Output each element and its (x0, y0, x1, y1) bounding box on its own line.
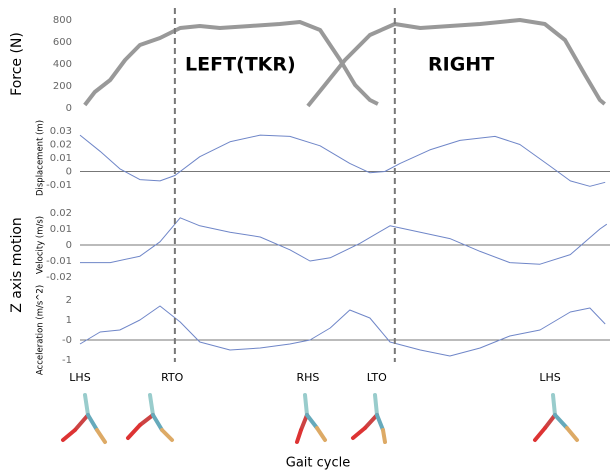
y-tick-label: -0.01 (46, 180, 72, 191)
y-tick-label: 0.02 (50, 208, 72, 219)
y-tick-label: 0 (66, 240, 72, 251)
y-tick-label: 0.01 (50, 224, 72, 235)
data-line (79, 134, 606, 187)
y-tick-label: 200 (53, 81, 72, 92)
x-label: Gait cycle (286, 456, 350, 471)
group-label: Z axis motion (9, 217, 25, 313)
stick-figures (61, 393, 579, 444)
data-line (79, 305, 606, 357)
y-label: Acceleration (m/s^2) (36, 285, 46, 375)
data-line (306, 18, 606, 108)
y-label: Displacement (m) (36, 120, 46, 196)
data-line (80, 217, 608, 265)
y-tick-label: -1 (62, 355, 72, 366)
annotation: LEFT(TKR) (185, 54, 296, 76)
y-tick-label: 0.01 (50, 153, 72, 164)
y-tick-label: 0.03 (50, 126, 72, 137)
event-label: LHS (69, 371, 90, 384)
y-tick-label: -0 (62, 335, 72, 346)
y-tick-label: -0.01 (46, 256, 72, 267)
y-tick-label: -0.02 (46, 272, 72, 283)
event-label: LHS (539, 371, 560, 384)
y-tick-label: 0 (66, 167, 72, 178)
annotation: RIGHT (428, 54, 494, 76)
y-tick-label: 2 (66, 295, 72, 306)
data-line (83, 20, 379, 107)
y-tick-label: 0 (66, 103, 72, 114)
y-tick-label: 0.02 (50, 140, 72, 151)
event-label: RTO (161, 371, 184, 384)
event-label: LTO (367, 371, 387, 384)
y-tick-label: 800 (53, 15, 72, 26)
y-label: Velocity (m/s) (36, 216, 46, 274)
y-label: Force (N) (9, 32, 25, 96)
y-tick-label: 1 (66, 315, 72, 326)
y-tick-label: 600 (53, 37, 72, 48)
event-label: RHS (296, 371, 319, 384)
y-tick-label: 400 (53, 59, 72, 70)
